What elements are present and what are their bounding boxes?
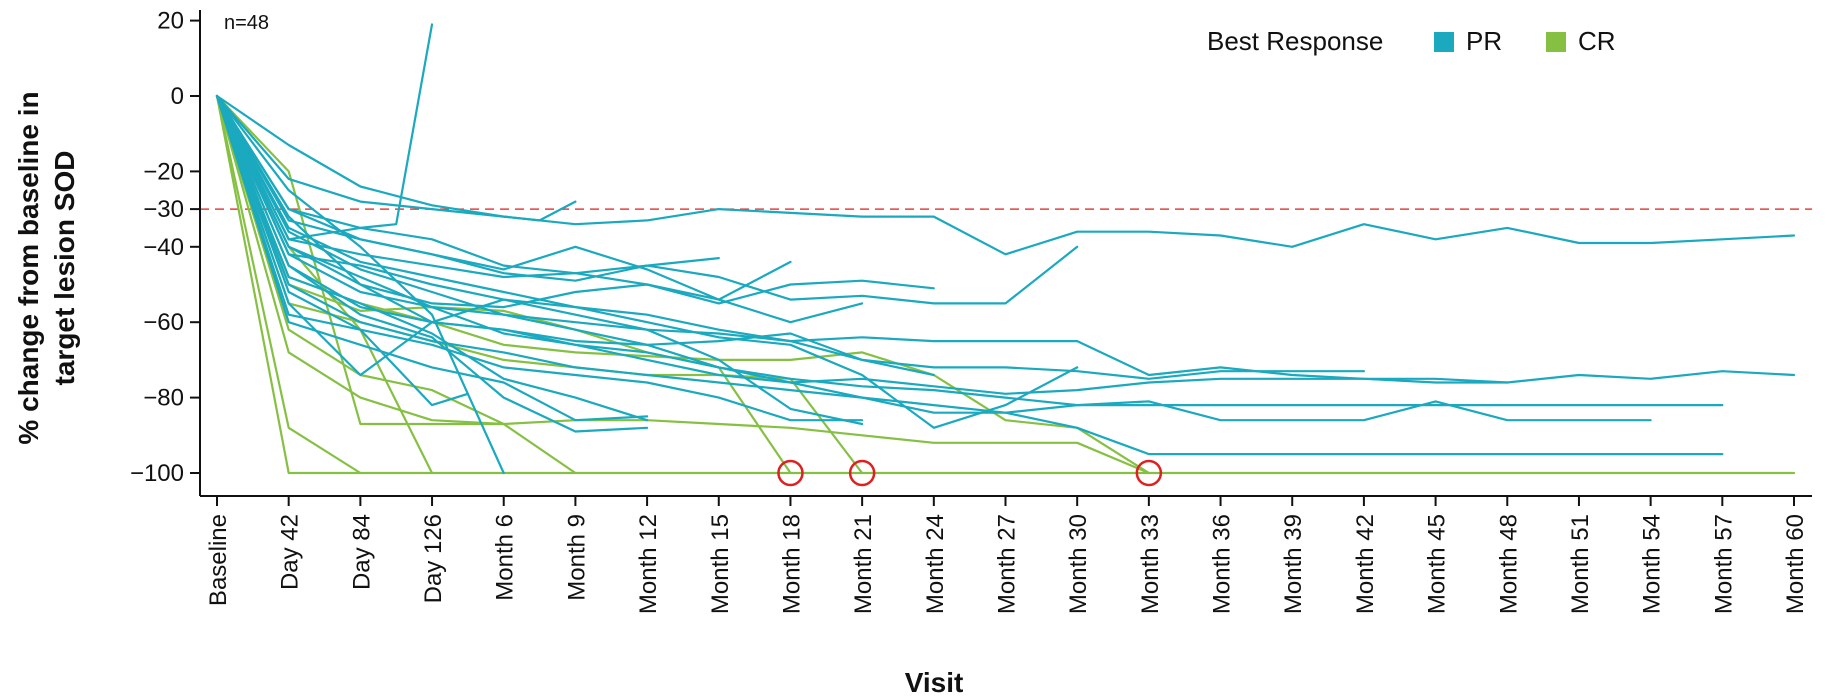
- series-line-pr-2: [215, 94, 577, 222]
- x-tick-label: Month 18: [778, 514, 805, 614]
- y-tick-label: −40: [143, 234, 184, 261]
- series-line-pr-5: [215, 94, 864, 324]
- x-tick-label: Month 12: [635, 514, 662, 614]
- series-line-pr-20: [215, 94, 469, 407]
- legend: Best Response PR CR: [1207, 26, 1616, 56]
- series-line-pr-18: [215, 94, 649, 433]
- x-tick-label: Month 15: [707, 514, 734, 614]
- x-tick-label: Month 21: [850, 514, 877, 614]
- series-line-pr-7: [215, 94, 1366, 380]
- legend-title: Best Response: [1207, 26, 1383, 56]
- series-line-cr-25: [215, 94, 362, 475]
- y-tick-label: 0: [171, 83, 184, 110]
- n-annotation: n=48: [224, 12, 269, 34]
- y-axis-title-line2: target lesion SOD: [49, 151, 80, 386]
- series-line-pr-9: [215, 94, 1652, 422]
- x-tick-label: Month 36: [1209, 514, 1236, 614]
- x-tick-label: Month 24: [922, 514, 949, 614]
- series-line-pr-17: [215, 94, 649, 422]
- x-tick-label: Month 6: [492, 514, 519, 601]
- x-tick-label: Month 57: [1710, 514, 1737, 614]
- series-line-pr-15: [215, 94, 1724, 456]
- series-line-pr-11: [215, 94, 649, 422]
- legend-swatch-pr: [1434, 32, 1454, 52]
- y-axis-title-line1: % change from baseline in: [13, 91, 44, 444]
- y-tick-label: 20: [157, 8, 184, 35]
- series-line-pr-16: [215, 94, 864, 426]
- x-tick-label: Month 45: [1424, 514, 1451, 614]
- y-tick-label: −30: [143, 196, 184, 223]
- marker-layer: [777, 459, 1163, 487]
- y-tick-label: −100: [130, 460, 184, 487]
- series-line-pr-6: [215, 94, 1796, 384]
- highlight-circle-marker-1: [777, 459, 804, 487]
- series-line-cr-27: [215, 94, 1151, 475]
- x-tick-label: Day 84: [348, 514, 375, 590]
- series-line-pr-21: [215, 94, 505, 475]
- series-line-pr-14: [215, 94, 1509, 395]
- series-line-cr-24: [215, 94, 1796, 475]
- series-line-cr-30: [215, 94, 505, 426]
- x-tick-label: Baseline: [205, 514, 232, 606]
- series-line-cr-26: [215, 94, 577, 475]
- x-tick-label: Month 48: [1495, 514, 1522, 614]
- x-tick-label: Month 42: [1352, 514, 1379, 614]
- series-line-pr-19: [215, 94, 720, 282]
- y-tick-label: −80: [143, 385, 184, 412]
- x-tick-label: Day 126: [420, 514, 447, 603]
- axes-layer: 20 0 −20 −30 −40 −60 −80 −100 Baseline Day 42 Day …: [130, 8, 1812, 614]
- x-tick-label: Month 51: [1567, 514, 1594, 614]
- x-tick-label: Month 30: [1065, 514, 1092, 614]
- series-line-pr-1: [215, 94, 1796, 256]
- highlight-circle-marker-2: [848, 459, 876, 487]
- series-line-cr-31: [215, 94, 864, 475]
- legend-swatch-cr: [1546, 32, 1566, 52]
- series-line-pr-23: [215, 94, 792, 309]
- x-tick-label: Month 27: [994, 514, 1021, 614]
- x-axis-title: Visit: [905, 667, 964, 697]
- legend-label-cr: CR: [1578, 26, 1616, 56]
- legend-label-pr: PR: [1466, 26, 1502, 56]
- highlight-circle-marker-3: [1135, 459, 1163, 487]
- x-tick-label: Month 60: [1782, 514, 1809, 614]
- x-tick-label: Month 39: [1280, 514, 1307, 614]
- x-tick-label: Month 54: [1639, 514, 1666, 614]
- series-line-pr-22: [215, 94, 935, 377]
- y-tick-label: −20: [143, 158, 184, 185]
- x-tick-label: Month 9: [563, 514, 590, 601]
- series-line-pr-10: [215, 94, 864, 422]
- series-line-pr-13: [215, 23, 434, 241]
- y-tick-label: −60: [143, 309, 184, 336]
- x-tick-label: Month 33: [1137, 514, 1164, 614]
- series-line-pr-8: [215, 94, 1724, 407]
- series-layer: [215, 23, 1796, 475]
- x-tick-label: Day 42: [277, 514, 304, 590]
- series-line-pr-12: [215, 94, 1079, 429]
